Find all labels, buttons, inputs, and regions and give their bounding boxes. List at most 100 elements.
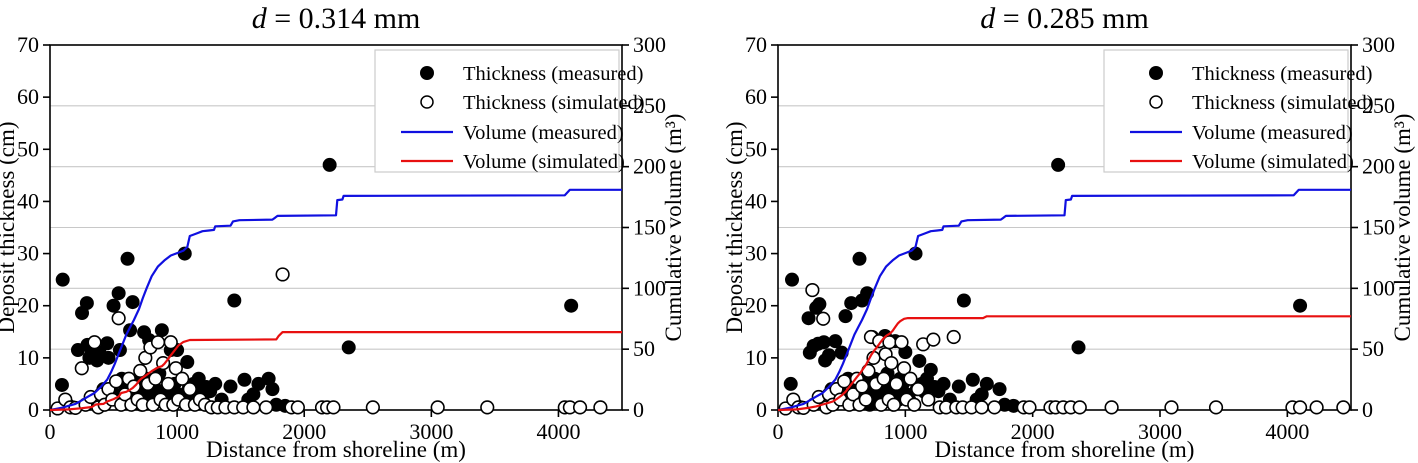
right-y-tick-label: 200 (1362, 154, 1395, 179)
thickness-simulated-point (894, 335, 909, 350)
thickness-measured-point (844, 296, 859, 311)
legend-label: Thickness (measured) (463, 63, 643, 85)
thickness-simulated-point (1072, 400, 1087, 415)
thickness-measured-point (180, 355, 195, 370)
left-y-tick-label: 0 (28, 397, 39, 422)
thickness-measured-point (100, 336, 115, 351)
legend-label: Volume (measured) (1192, 122, 1353, 144)
right-y-tick-label: 300 (633, 32, 666, 57)
thickness-simulated-point (108, 374, 124, 389)
thickness-simulated-point (889, 376, 904, 392)
thickness-measured-point (838, 309, 853, 324)
x-axis-label: Distance from shoreline (m) (935, 437, 1195, 462)
thickness-measured-point (785, 272, 800, 287)
thickness-measured-point (1071, 340, 1086, 355)
right-y-tick-label: 100 (633, 275, 666, 300)
thickness-simulated-point (87, 335, 102, 350)
thickness-simulated-point (1022, 400, 1037, 415)
volume-measured-line (49, 188, 622, 412)
thickness-measured-point (106, 298, 121, 313)
thickness-simulated-point (896, 361, 912, 376)
thickness-simulated-point (907, 397, 922, 412)
x-tick-label: 1000 (155, 419, 199, 444)
legend-filled-circle-marker (420, 66, 434, 80)
thickness-measured-point (1293, 298, 1308, 313)
right-y-tick-label: 300 (1362, 32, 1395, 57)
thickness-simulated-point (258, 400, 274, 415)
legend-open-circle-marker (1149, 95, 1163, 109)
x-tick-label: 4000 (1265, 419, 1309, 444)
chart-title: d = 0.285 mm (980, 2, 1149, 35)
right-y-axis-label: Cumulative volume (m³) (661, 114, 686, 342)
thickness-measured-point (828, 334, 843, 349)
left-y-tick-label: 20 (745, 293, 767, 318)
thickness-measured-point (783, 376, 798, 391)
legend-label: Thickness (simulated) (463, 92, 645, 114)
thickness-measured-point (111, 286, 126, 301)
thickness-simulated-point (1208, 400, 1224, 415)
thickness-simulated-point (1164, 400, 1179, 415)
thickness-simulated-point (858, 392, 873, 407)
thickness-simulated-point (987, 400, 1002, 415)
thickness-simulated-point (161, 376, 176, 392)
thickness-measured-point (801, 311, 816, 326)
thickness-simulated-point (246, 400, 261, 415)
thickness-simulated-point (480, 400, 495, 415)
thickness-measured-point (154, 323, 169, 338)
thickness-measured-point (936, 376, 951, 391)
x-tick-label: 3000 (409, 419, 453, 444)
legend-filled-circle-marker (1149, 66, 1163, 80)
thickness-measured-point (54, 377, 69, 392)
legend-box (374, 49, 620, 173)
thickness-measured-point (912, 353, 927, 368)
thickness-measured-point (812, 297, 827, 312)
thickness-simulated-point (150, 335, 166, 350)
right-y-tick-label: 0 (633, 397, 644, 422)
x-tick-label: 0 (773, 419, 784, 444)
thickness-measured-point (852, 251, 867, 266)
left-y-tick-label: 20 (17, 293, 39, 318)
right-y-axis-label: Cumulative volume (m³) (1390, 114, 1415, 342)
x-axis-label: Distance from shoreline (m) (206, 437, 466, 462)
thickness-simulated-point (816, 311, 831, 326)
thickness-measured-point (908, 246, 923, 261)
thickness-measured-point (564, 298, 579, 313)
thickness-measured-point (951, 379, 966, 394)
thickness-measured-point (125, 295, 140, 310)
thickness-measured-point (79, 296, 94, 311)
legend-label: Volume (simulated) (1192, 151, 1354, 173)
thickness-simulated-point (1309, 400, 1324, 415)
left-y-axis-label: Deposit thickness (cm) (722, 121, 747, 333)
x-tick-label: 1000 (883, 419, 927, 444)
left-y-axis-label: Deposit thickness (cm) (0, 121, 19, 333)
thickness-measured-point (923, 362, 938, 377)
left-y-tick-label: 10 (745, 345, 767, 370)
thickness-measured-point (322, 157, 337, 172)
legend-label: Thickness (simulated) (1192, 92, 1374, 114)
thickness-measured-point (821, 348, 836, 363)
left-y-tick-label: 70 (17, 32, 39, 57)
x-tick-label: 4000 (536, 419, 580, 444)
thickness-measured-point (1051, 157, 1066, 172)
legend-box (1103, 49, 1349, 173)
thickness-simulated-point (876, 371, 891, 386)
volume-simulated-line (777, 315, 1351, 412)
thickness-simulated-point (837, 374, 852, 389)
thickness-measured-point (120, 251, 135, 266)
thickness-simulated-point (946, 329, 961, 345)
thickness-simulated-point (1292, 400, 1308, 415)
left-y-tick-label: 60 (17, 84, 39, 109)
chart-panel: 0 1000 2000 3000 4000 0 10 20 30 40 50 60 70 0 50 100 15… (0, 2, 686, 462)
thickness-simulated-point (886, 397, 901, 412)
left-y-tick-label: 0 (756, 397, 767, 422)
thickness-simulated-point (572, 400, 588, 415)
volume-simulated-line (49, 331, 622, 412)
thickness-simulated-point (175, 371, 190, 386)
left-y-tick-label: 30 (17, 241, 39, 266)
thickness-measured-point (227, 293, 242, 308)
thickness-measured-point (208, 376, 223, 391)
right-y-tick-label: 50 (633, 336, 655, 361)
thickness-simulated-point (974, 400, 989, 415)
right-y-tick-label: 200 (633, 154, 666, 179)
